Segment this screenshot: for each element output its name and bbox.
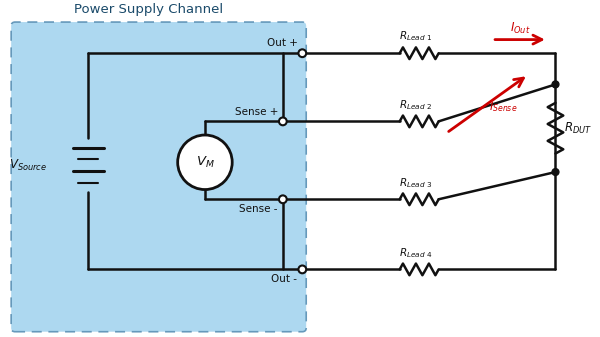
Text: $V_M$: $V_M$	[196, 155, 214, 170]
Text: Sense +: Sense +	[235, 106, 278, 117]
Text: Out +: Out +	[266, 38, 298, 48]
Text: Out -: Out -	[271, 274, 298, 284]
Circle shape	[279, 118, 287, 125]
Text: $V_{Source}$: $V_{Source}$	[9, 158, 47, 173]
Circle shape	[279, 195, 287, 203]
Text: Sense -: Sense -	[239, 204, 278, 214]
Circle shape	[552, 81, 559, 88]
Text: $I_{Out}$: $I_{Out}$	[510, 21, 531, 36]
Text: Power Supply Channel: Power Supply Channel	[74, 3, 224, 16]
Text: $R_{Lead\ 1}$: $R_{Lead\ 1}$	[399, 30, 432, 43]
Text: $R_{Lead\ 3}$: $R_{Lead\ 3}$	[398, 176, 432, 189]
Text: $R_{Lead\ 4}$: $R_{Lead\ 4}$	[398, 246, 432, 260]
Circle shape	[552, 168, 559, 176]
Circle shape	[178, 135, 232, 189]
Circle shape	[298, 266, 306, 273]
Text: $R_{Lead\ 2}$: $R_{Lead\ 2}$	[399, 98, 432, 112]
Circle shape	[298, 49, 306, 57]
Text: $R_{DUT}$: $R_{DUT}$	[564, 121, 592, 136]
FancyBboxPatch shape	[11, 22, 306, 332]
Text: $I_{Sense}$: $I_{Sense}$	[489, 100, 518, 114]
